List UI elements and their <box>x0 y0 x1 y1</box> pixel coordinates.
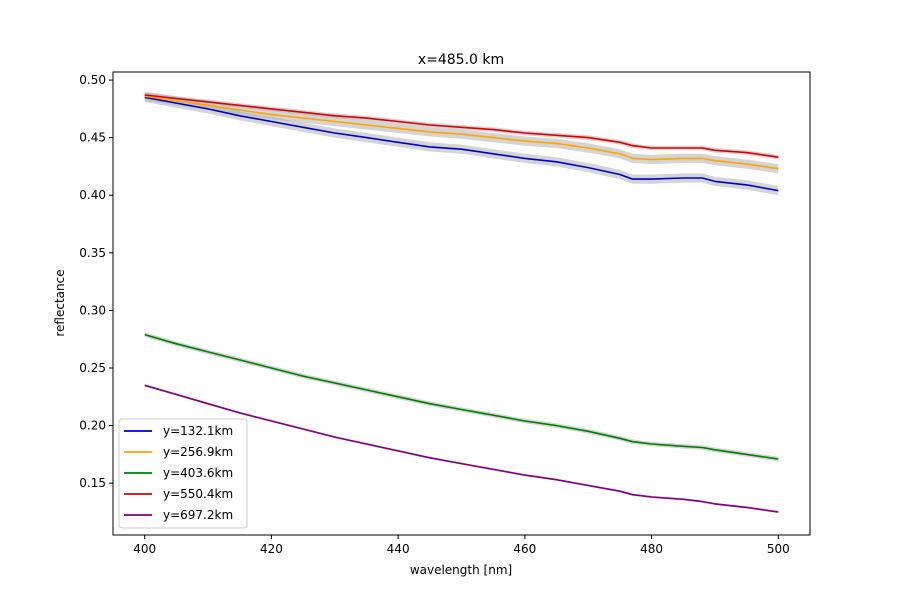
y-tick-label: 0.25 <box>79 361 106 375</box>
x-axis: 400 420 440 460 480 500 <box>133 535 790 556</box>
y-tick-label: 0.20 <box>79 419 106 433</box>
legend: y=132.1km y=256.9km y=403.6km y=550.4km y=69… <box>118 418 248 529</box>
y-tick-label: 0.15 <box>79 476 106 490</box>
y-tick-label: 0.50 <box>79 73 106 87</box>
legend-label-4: y=697.2km <box>163 508 233 522</box>
x-tick-label: 460 <box>513 542 536 556</box>
series-line-4 <box>144 384 779 513</box>
series-line-3 <box>144 94 779 158</box>
legend-label-1: y=256.9km <box>163 445 233 459</box>
x-tick-label: 500 <box>767 542 790 556</box>
x-tick-label: 440 <box>387 542 410 556</box>
x-axis-label: wavelength [nm] <box>410 563 512 577</box>
chart-title: x=485.0 km <box>418 52 504 68</box>
y-axis: 0.15 0.20 0.25 0.30 0.35 0.40 0.45 0.50 <box>79 73 113 490</box>
y-tick-label: 0.35 <box>79 246 106 260</box>
y-axis-label: reflectance <box>53 269 67 336</box>
legend-label-0: y=132.1km <box>163 424 233 438</box>
series-line-1 <box>144 95 779 170</box>
x-tick-label: 480 <box>640 542 663 556</box>
series-band-0 <box>144 92 779 196</box>
series-band-1 <box>144 91 779 174</box>
y-tick-label: 0.40 <box>79 188 106 202</box>
x-tick-label: 400 <box>133 542 156 556</box>
x-tick-label: 420 <box>260 542 283 556</box>
legend-label-3: y=550.4km <box>163 487 233 501</box>
series-line-0 <box>144 96 779 192</box>
series-band-2 <box>144 332 779 462</box>
legend-label-2: y=403.6km <box>163 466 233 480</box>
y-tick-label: 0.30 <box>79 303 106 317</box>
plot-frame <box>112 71 811 536</box>
series-line-2 <box>144 333 779 460</box>
legend-box <box>118 418 248 529</box>
y-tick-label: 0.45 <box>79 131 106 145</box>
series-lines <box>144 94 779 513</box>
